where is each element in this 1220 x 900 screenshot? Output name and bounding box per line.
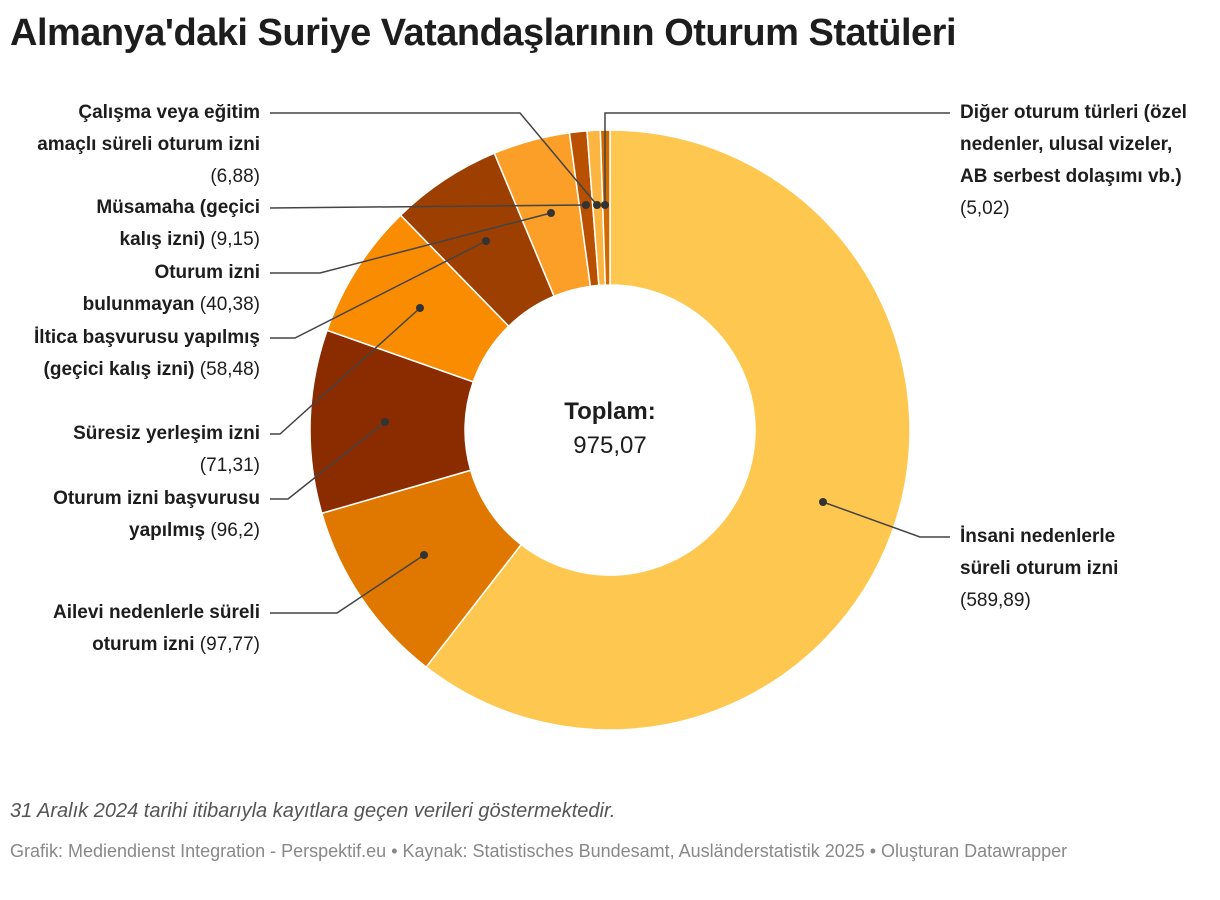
label-text: Ailevi nedenlerle süreli oturum izni — [53, 602, 260, 655]
total-label: Toplam: — [564, 398, 656, 425]
label-value: (40,38) — [199, 294, 260, 315]
leader-line — [604, 112, 950, 205]
slice-label: Çalışma veya eğitim amaçlı süreli oturum… — [25, 97, 260, 193]
leader-line — [270, 240, 487, 339]
total: Toplam: 975,07 — [510, 395, 710, 463]
label-text: Çalışma veya eğitim amaçlı süreli oturum… — [37, 102, 260, 155]
label-value: (9,15) — [210, 229, 260, 250]
label-value: (71,31) — [199, 455, 260, 476]
slice-label: Müsamaha (geçici kalış izni) (9,15) — [60, 192, 260, 256]
leader-dot — [416, 304, 424, 312]
label-text: Süresiz yerleşim izni — [73, 423, 260, 444]
leader-dot — [381, 418, 389, 426]
label-text: İnsani nedenlerle süreli oturum izni — [960, 526, 1119, 579]
slice-label: İltica başvurusu yapılmış (geçici kalış … — [30, 322, 260, 386]
leader-dot — [593, 201, 601, 209]
leader-line — [270, 554, 425, 614]
slice-label: Süresiz yerleşim izni (71,31) — [20, 418, 260, 482]
leader-dot — [420, 551, 428, 559]
label-value: (589,89) — [960, 590, 1031, 611]
leader-dot — [547, 209, 555, 217]
leader-lines — [269, 112, 950, 614]
label-value: (5,02) — [960, 198, 1010, 219]
leader-line — [269, 204, 587, 209]
label-text: İltica başvurusu yapılmış (geçici kalış … — [34, 327, 260, 380]
donut-slice — [425, 129, 911, 731]
leader-line — [270, 307, 421, 435]
leader-line — [270, 112, 598, 206]
slice-label: Oturum izni başvurusu yapılmış (96,2) — [0, 483, 260, 547]
total-value: 975,07 — [573, 432, 647, 459]
label-text: Oturum izni bulunmayan — [82, 262, 260, 315]
slice-label: Ailevi nedenlerle süreli oturum izni (97… — [0, 597, 260, 661]
leader-dot — [482, 237, 490, 245]
chart-note: 31 Aralık 2024 tarihi itibarıyla kayıtla… — [10, 800, 616, 822]
chart-source: Grafik: Mediendienst Integration - Persp… — [10, 841, 1068, 861]
leader-dot — [819, 498, 827, 506]
label-value: (97,77) — [199, 634, 260, 655]
leader-dot — [582, 201, 590, 209]
slice-label: Oturum izni bulunmayan (40,38) — [40, 257, 260, 321]
leader-dots — [381, 201, 827, 559]
label-text: Müsamaha (geçici kalış izni) — [96, 197, 260, 250]
slice-label: İnsani nedenlerle süreli oturum izni (58… — [960, 521, 1160, 617]
chart-title: Almanya'daki Suriye Vatandaşlarının Otur… — [10, 12, 957, 54]
label-value: (6,88) — [210, 166, 260, 187]
slice-label: Diğer oturum türleri (özel nedenler, ulu… — [960, 97, 1200, 225]
label-value: (96,2) — [210, 520, 260, 541]
leader-line — [270, 421, 386, 500]
leader-dot — [601, 201, 609, 209]
label-value: (58,48) — [199, 359, 260, 380]
label-text: Diğer oturum türleri (özel nedenler, ulu… — [960, 102, 1187, 187]
leader-line — [822, 501, 950, 538]
leader-line — [270, 212, 552, 274]
label-text: Oturum izni başvurusu yapılmış — [53, 488, 260, 541]
